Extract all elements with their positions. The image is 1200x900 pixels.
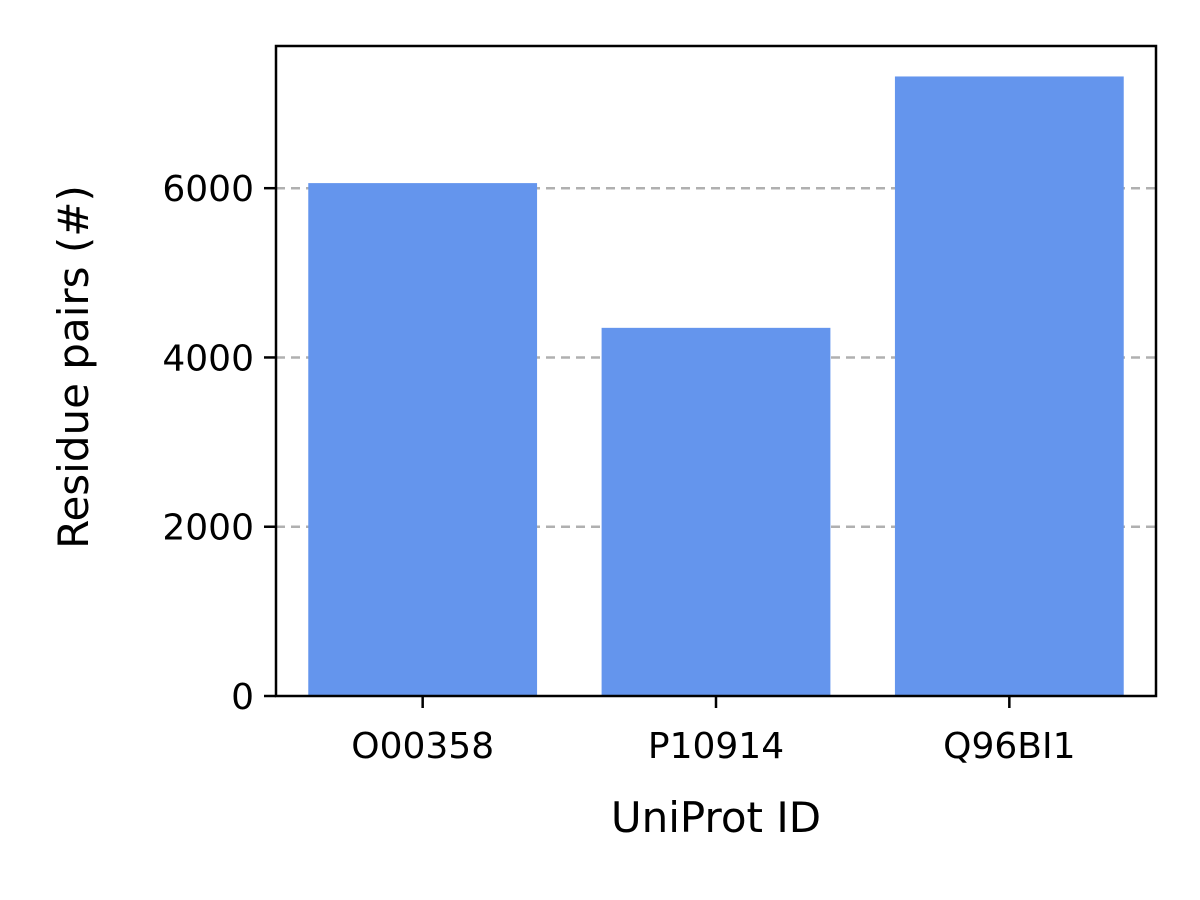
- bar-p10914: [601, 327, 831, 696]
- bars: [308, 76, 1124, 696]
- x-axis-ticks: O00358 P10914 Q96BI1: [351, 696, 1076, 767]
- x-tick-label: O00358: [351, 726, 494, 767]
- y-tick-label: 4000: [162, 338, 254, 379]
- y-axis-label: Residue pairs (#): [49, 185, 98, 549]
- bar-o00358: [308, 183, 538, 696]
- x-tick-label: P10914: [648, 726, 784, 767]
- x-axis-label: UniProt ID: [611, 793, 821, 842]
- y-tick-label: 0: [231, 677, 254, 718]
- y-tick-label: 2000: [162, 508, 254, 549]
- y-axis-ticks: 0 2000 4000 6000: [162, 169, 276, 718]
- x-tick-label: Q96BI1: [943, 726, 1075, 767]
- y-tick-label: 6000: [162, 169, 254, 210]
- bar-q96bi1: [894, 76, 1124, 696]
